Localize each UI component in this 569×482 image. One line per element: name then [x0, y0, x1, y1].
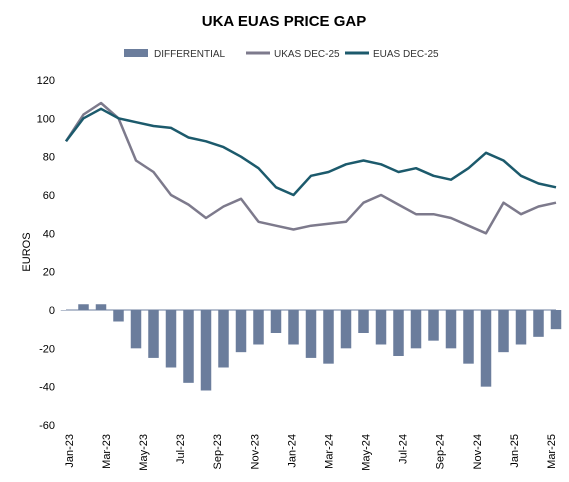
differential-bar [95, 304, 107, 310]
differential-bar [183, 310, 194, 383]
differential-bar [323, 310, 334, 364]
differential-bar [515, 310, 527, 345]
differential-bar [410, 310, 422, 349]
legend-label-euas: EUAS DEC-25 [373, 49, 439, 60]
y-tick-label: 80 [43, 152, 55, 164]
differential-bar [130, 310, 142, 349]
y-tick-label: 60 [43, 190, 55, 202]
differential-bar [463, 310, 474, 364]
differential-bar [340, 310, 352, 349]
x-tick-label: Mar-23 [101, 434, 113, 469]
x-tick-label: Mar-25 [546, 434, 558, 469]
x-tick-label: Nov-23 [249, 434, 261, 469]
differential-bars [60, 304, 562, 391]
x-tick-label: Sep-23 [212, 434, 224, 469]
differential-bar [498, 310, 509, 353]
differential-bar [428, 310, 439, 341]
differential-bar [235, 310, 247, 353]
x-tick-label: Jan-23 [64, 434, 76, 468]
x-tick-label: Jul-23 [175, 434, 187, 464]
differential-bar [113, 310, 124, 322]
x-tick-label: Sep-24 [435, 434, 447, 469]
chart-title: UKA EUAS PRICE GAP [202, 13, 366, 30]
differential-bar [148, 310, 159, 358]
y-tick-label: 40 [43, 228, 55, 240]
y-tick-label: -20 [39, 343, 55, 355]
differential-bar [550, 310, 562, 330]
x-tick-label: Nov-24 [472, 434, 484, 469]
legend: DIFFERENTIAL UKAS DEC-25 EUAS DEC-25 [124, 49, 439, 60]
differential-bar [533, 310, 544, 337]
y-axis-title: EUROS [21, 232, 33, 271]
differential-bar [393, 310, 404, 356]
series-lines [64, 101, 557, 235]
legend-label-differential: DIFFERENTIAL [154, 49, 226, 60]
legend-label-ukas: UKAS DEC-25 [274, 49, 340, 60]
x-tick-label: Jul-24 [398, 434, 410, 464]
y-tick-label: -60 [39, 420, 55, 432]
x-tick-label: Mar-24 [323, 434, 335, 469]
x-tick-label: Jan-24 [286, 434, 298, 468]
differential-bar [445, 310, 457, 349]
y-tick-label: 20 [43, 267, 55, 279]
y-tick-label: 120 [37, 75, 55, 87]
y-tick-label: 0 [49, 305, 55, 317]
x-tick-label: May-23 [138, 434, 150, 471]
euas-dec-25-line [65, 107, 557, 197]
differential-bar [270, 310, 282, 333]
ukas-dec-25-line [64, 101, 557, 235]
y-axis-ticks: -60 -40 -20 0 20 40 60 80 100 120 [37, 75, 55, 432]
x-tick-label: May-24 [361, 434, 373, 471]
differential-bar [200, 310, 212, 391]
x-axis-ticks: Jan-23 Mar-23 May-23 Jul-23 Sep-23 Nov-23 Jan-… [64, 434, 558, 471]
differential-bar [480, 310, 492, 387]
differential-bar [165, 310, 177, 368]
differential-bar [78, 304, 89, 310]
y-tick-label: -40 [39, 382, 55, 394]
x-tick-label: Jan-25 [509, 434, 521, 468]
differential-bar [358, 310, 369, 333]
differential-bar [288, 310, 299, 345]
y-tick-label: 100 [37, 113, 55, 125]
differential-bar [375, 310, 387, 345]
legend-swatch-differential [124, 49, 148, 57]
differential-bar [253, 310, 264, 345]
differential-bar [218, 310, 229, 368]
differential-bar [305, 310, 317, 358]
